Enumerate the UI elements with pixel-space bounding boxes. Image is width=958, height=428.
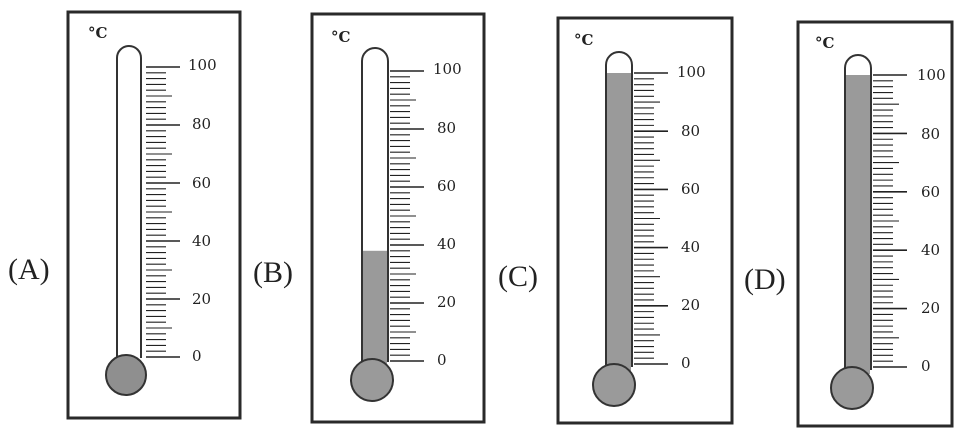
scale-a-80: 80 (192, 115, 212, 133)
scale-b-20: 20 (437, 293, 457, 311)
option-label-c: (C) (498, 260, 538, 293)
scale-d-40: 40 (921, 241, 941, 259)
frame-c (556, 16, 734, 425)
unit-label-c: °C (574, 31, 594, 49)
scale-b-40: 40 (437, 235, 457, 253)
scale-d-60: 60 (921, 183, 941, 201)
scale-a-100: 100 (188, 56, 217, 74)
scale-d-20: 20 (921, 299, 941, 317)
scale-a-0: 0 (192, 347, 202, 365)
scale-d-100: 100 (917, 66, 946, 84)
scale-d-0: 0 (921, 357, 931, 375)
option-label-d: (D) (744, 263, 786, 296)
tube-a (116, 45, 142, 358)
bulb-a (105, 354, 147, 396)
option-label-b: (B) (253, 256, 293, 289)
scale-b-60: 60 (437, 177, 457, 195)
frame-d (796, 20, 954, 428)
scale-a-20: 20 (192, 290, 212, 308)
scale-c-80: 80 (681, 122, 701, 140)
frame-a (66, 10, 242, 420)
liquid-column-b (363, 250, 387, 366)
bulb-b (350, 358, 394, 402)
scale-c-60: 60 (681, 180, 701, 198)
bulb-d (830, 366, 874, 410)
unit-label-a: °C (88, 24, 108, 42)
scale-c-100: 100 (677, 63, 706, 81)
unit-label-d: °C (815, 34, 835, 52)
bulb-c (592, 363, 636, 407)
scale-c-0: 0 (681, 354, 691, 372)
scale-c-20: 20 (681, 296, 701, 314)
unit-label-b: °C (331, 28, 351, 46)
scale-b-100: 100 (433, 60, 462, 78)
scale-d-80: 80 (921, 125, 941, 143)
liquid-column-c (607, 73, 631, 371)
liquid-column-d (846, 75, 870, 374)
scale-b-0: 0 (437, 351, 447, 369)
scale-a-40: 40 (192, 232, 212, 250)
scale-c-40: 40 (681, 238, 701, 256)
scale-a-60: 60 (192, 174, 212, 192)
scale-b-80: 80 (437, 119, 457, 137)
frame-b (310, 12, 486, 424)
option-label-a: (A) (8, 253, 50, 286)
